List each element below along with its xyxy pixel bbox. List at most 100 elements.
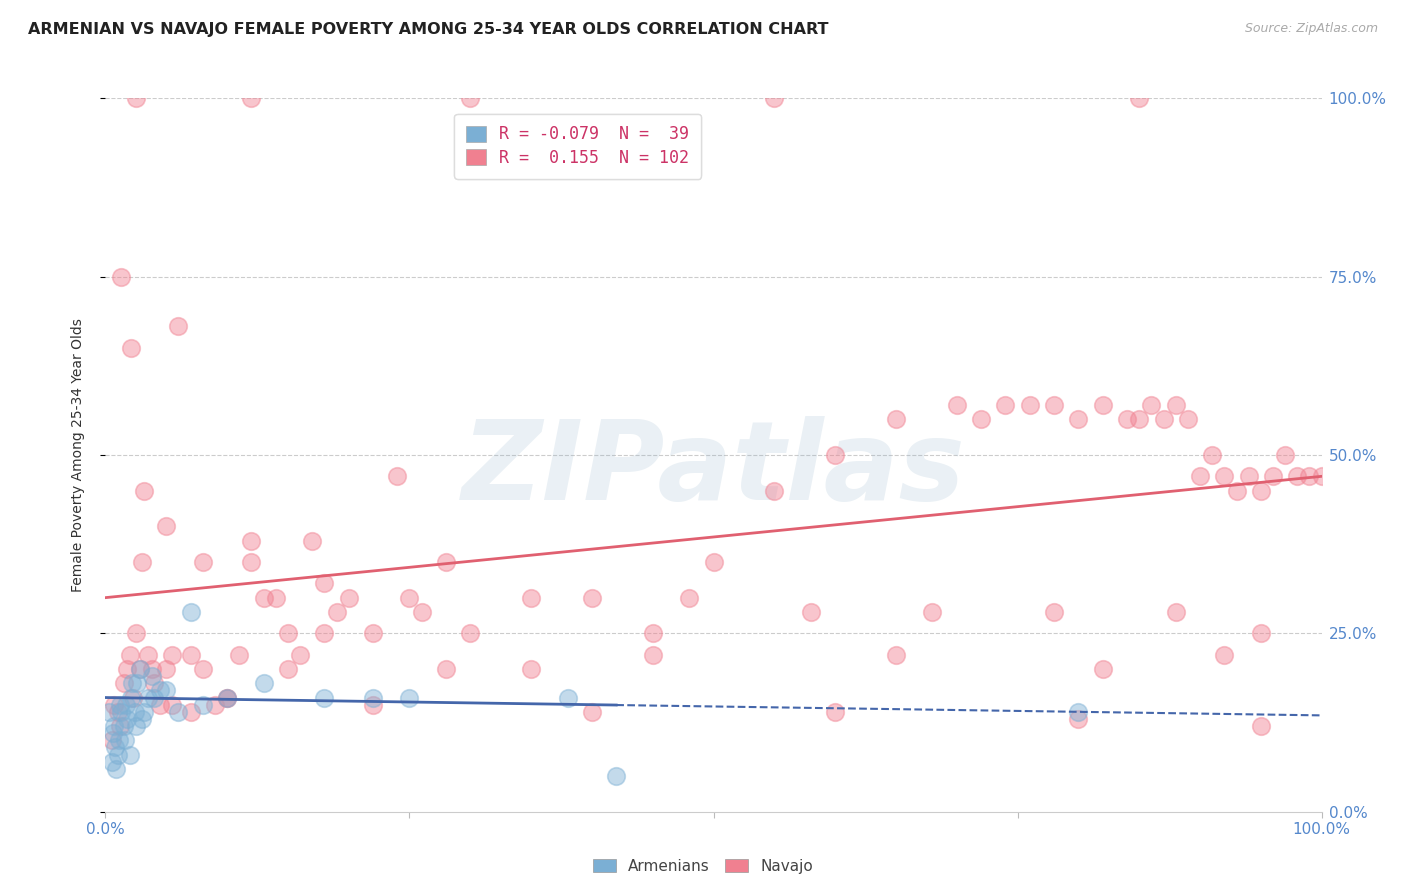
Point [1310, 469, 1333, 483]
Point [136, 690, 159, 705]
Point [191, 698, 214, 712]
Point [143, 690, 166, 705]
Point [288, 648, 311, 662]
Point [252, 676, 274, 690]
Point [641, 626, 664, 640]
Text: ARMENIAN VS NAVAJO FEMALE POVERTY AMONG 25-34 YEAR OLDS CORRELATION CHART: ARMENIAN VS NAVAJO FEMALE POVERTY AMONG … [28, 22, 828, 37]
Point [125, 91, 148, 105]
Point [301, 533, 323, 548]
Point [124, 705, 146, 719]
Point [191, 555, 214, 569]
Point [180, 705, 202, 719]
Point [117, 662, 139, 676]
Point [411, 605, 433, 619]
Point [240, 91, 263, 105]
Point [120, 341, 142, 355]
Point [314, 690, 336, 705]
Point [763, 483, 786, 498]
Point [1153, 412, 1175, 426]
Text: Source: ZipAtlas.com: Source: ZipAtlas.com [1244, 22, 1378, 36]
Point [143, 676, 166, 690]
Point [167, 319, 190, 334]
Point [1237, 469, 1260, 483]
Point [131, 712, 153, 726]
Point [217, 690, 239, 705]
Text: ZIPatlas: ZIPatlas [461, 416, 966, 523]
Point [134, 705, 156, 719]
Point [125, 626, 148, 640]
Point [1164, 398, 1187, 412]
Point [458, 91, 481, 105]
Point [702, 555, 725, 569]
Point [100, 755, 122, 769]
Point [1213, 469, 1236, 483]
Point [128, 662, 150, 676]
Point [641, 648, 664, 662]
Point [1067, 705, 1090, 719]
Point [107, 747, 129, 762]
Point [125, 719, 148, 733]
Point [314, 576, 336, 591]
Point [1067, 712, 1090, 726]
Legend: R = -0.079  N =  39, R =  0.155  N = 102: R = -0.079 N = 39, R = 0.155 N = 102 [454, 113, 702, 178]
Point [1298, 469, 1320, 483]
Point [118, 648, 141, 662]
Point [141, 662, 163, 676]
Point [107, 705, 129, 719]
Point [1164, 605, 1187, 619]
Point [1286, 469, 1309, 483]
Point [136, 648, 159, 662]
Point [115, 698, 138, 712]
Point [458, 626, 481, 640]
Point [1261, 469, 1284, 483]
Point [162, 698, 184, 712]
Point [1043, 398, 1066, 412]
Point [1140, 398, 1163, 412]
Point [125, 676, 148, 690]
Point [155, 519, 177, 533]
Point [118, 747, 141, 762]
Point [122, 690, 145, 705]
Point [103, 698, 125, 712]
Point [581, 705, 603, 719]
Point [277, 662, 299, 676]
Point [180, 605, 202, 619]
Point [1250, 483, 1272, 498]
Point [325, 605, 347, 619]
Point [155, 662, 177, 676]
Point [678, 591, 700, 605]
Point [921, 605, 943, 619]
Point [1116, 412, 1139, 426]
Point [131, 555, 153, 569]
Point [162, 648, 184, 662]
Point [434, 555, 457, 569]
Point [105, 762, 128, 776]
Point [98, 705, 121, 719]
Point [314, 626, 336, 640]
Point [101, 726, 124, 740]
Point [1177, 412, 1199, 426]
Point [1091, 398, 1114, 412]
Point [240, 533, 263, 548]
Point [520, 591, 543, 605]
Point [434, 662, 457, 676]
Point [763, 91, 786, 105]
Point [228, 648, 250, 662]
Point [149, 698, 172, 712]
Point [167, 705, 190, 719]
Point [520, 662, 543, 676]
Point [387, 469, 409, 483]
Point [117, 712, 139, 726]
Point [361, 626, 384, 640]
Point [110, 705, 132, 719]
Point [104, 740, 127, 755]
Point [605, 769, 627, 783]
Point [398, 690, 420, 705]
Point [120, 690, 142, 705]
Point [1043, 605, 1066, 619]
Point [240, 555, 263, 569]
Point [217, 690, 239, 705]
Point [149, 683, 172, 698]
Point [398, 591, 420, 605]
Point [800, 605, 823, 619]
